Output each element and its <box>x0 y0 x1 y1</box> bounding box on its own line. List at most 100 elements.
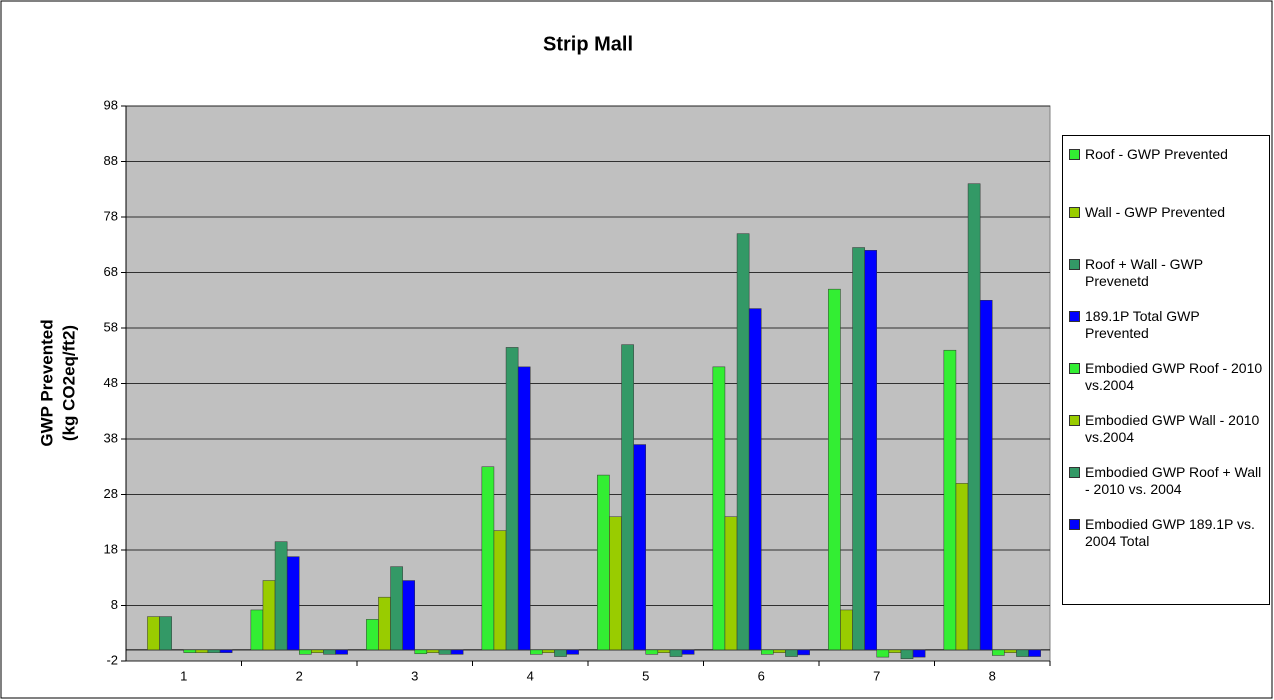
bar <box>852 247 865 651</box>
y-tick-label: 58 <box>104 319 118 334</box>
legend-label: Embodied GWP 189.1P vs. 2004 Total <box>1085 516 1255 549</box>
bar <box>955 483 969 651</box>
bar <box>1016 649 1029 657</box>
y-tick-label: 88 <box>104 153 118 168</box>
x-tick-label: 4 <box>527 668 534 683</box>
x-tick-label: 5 <box>642 668 649 683</box>
bar <box>517 366 531 651</box>
bar <box>378 596 391 651</box>
bar <box>542 649 555 653</box>
bar <box>286 556 300 651</box>
bar <box>888 649 902 653</box>
y-tick-label: -2 <box>106 652 118 667</box>
legend-label: 189.1P Total GWP Prevented <box>1085 308 1200 341</box>
bar <box>219 649 233 653</box>
bar <box>828 288 841 651</box>
bar <box>426 649 440 653</box>
bar <box>505 347 519 651</box>
bar <box>493 530 507 651</box>
bar <box>864 250 878 651</box>
legend-label: Embodied GWP Roof - 2010 vs.2004 <box>1085 360 1263 393</box>
bar <box>773 649 786 653</box>
bar <box>979 300 993 651</box>
legend-item: Embodied GWP Roof + Wall - 2010 vs. 2004 <box>1069 464 1265 498</box>
x-tick-label: 8 <box>989 668 996 683</box>
bar <box>943 349 957 651</box>
bar <box>633 444 647 651</box>
bar <box>876 649 890 658</box>
y-tick-label: 68 <box>104 264 118 279</box>
bar <box>530 649 543 655</box>
legend-label: Wall - GWP Prevented <box>1085 204 1226 220</box>
bar <box>250 609 264 651</box>
bar <box>207 649 221 653</box>
legend-swatch <box>1069 519 1080 530</box>
bar <box>566 649 579 655</box>
legend: Roof - GWP Prevented Wall - GWP Prevented… <box>1062 135 1270 605</box>
bar <box>669 649 683 657</box>
bar <box>657 649 671 653</box>
bar <box>402 580 415 651</box>
bar <box>390 566 403 651</box>
y-tick-label: 48 <box>104 375 118 390</box>
bar <box>621 344 634 651</box>
bar <box>323 649 336 655</box>
legend-item: Embodied GWP 189.1P vs. 2004 Total <box>1069 516 1265 550</box>
bar <box>761 649 774 655</box>
legend-swatch <box>1069 415 1080 426</box>
legend-item: Embodied GWP Roof - 2010 vs.2004 <box>1069 360 1265 394</box>
bar <box>736 233 750 651</box>
y-tick-label: 28 <box>104 486 118 501</box>
x-tick-label: 2 <box>296 668 303 683</box>
bar <box>912 649 926 658</box>
bar <box>645 649 659 655</box>
legend-item: 189.1P Total GWP Prevented <box>1069 308 1265 342</box>
bar <box>366 619 379 651</box>
bar <box>900 649 914 660</box>
legend-swatch <box>1069 207 1080 218</box>
bar <box>311 649 324 653</box>
legend-label: Roof - GWP Prevented <box>1085 146 1228 162</box>
bar <box>274 541 288 651</box>
legend-swatch <box>1069 363 1080 374</box>
y-axis-label: GWP Prevented <box>37 319 56 446</box>
bar <box>712 366 726 651</box>
legend-swatch <box>1069 149 1080 160</box>
bar <box>992 649 1005 656</box>
y-axis-label: (kg CO2eq/ft2) <box>59 325 78 441</box>
bar <box>797 649 810 656</box>
bar <box>438 649 452 655</box>
y-tick-label: 38 <box>104 430 118 445</box>
bar <box>681 649 695 655</box>
legend-item: Wall - GWP Prevented <box>1069 204 1265 221</box>
y-tick-label: 98 <box>104 97 118 112</box>
legend-swatch <box>1069 311 1080 322</box>
x-tick-label: 3 <box>411 668 418 683</box>
x-tick-label: 6 <box>758 668 765 683</box>
bar <box>450 649 464 655</box>
bar <box>147 616 160 651</box>
legend-swatch <box>1069 259 1080 270</box>
bar <box>481 466 495 651</box>
x-tick-label: 1 <box>180 668 187 683</box>
legend-label: Embodied GWP Roof + Wall - 2010 vs. 2004 <box>1085 464 1262 497</box>
bar <box>840 609 853 651</box>
bar <box>1004 649 1017 653</box>
bar <box>785 649 798 657</box>
bar <box>609 516 622 651</box>
bar <box>299 649 312 655</box>
bar <box>597 474 610 651</box>
bar <box>335 649 348 655</box>
bar <box>195 649 209 653</box>
legend-label: Embodied GWP Wall - 2010 vs.2004 <box>1085 412 1260 445</box>
bar <box>724 516 738 651</box>
legend-swatch <box>1069 467 1080 478</box>
chart-title: Strip Mall <box>543 33 633 55</box>
legend-item: Roof - GWP Prevented <box>1069 146 1265 163</box>
bar <box>414 649 428 655</box>
bar <box>159 616 172 651</box>
bar <box>554 649 567 657</box>
legend-item: Embodied GWP Wall - 2010 vs.2004 <box>1069 412 1265 446</box>
